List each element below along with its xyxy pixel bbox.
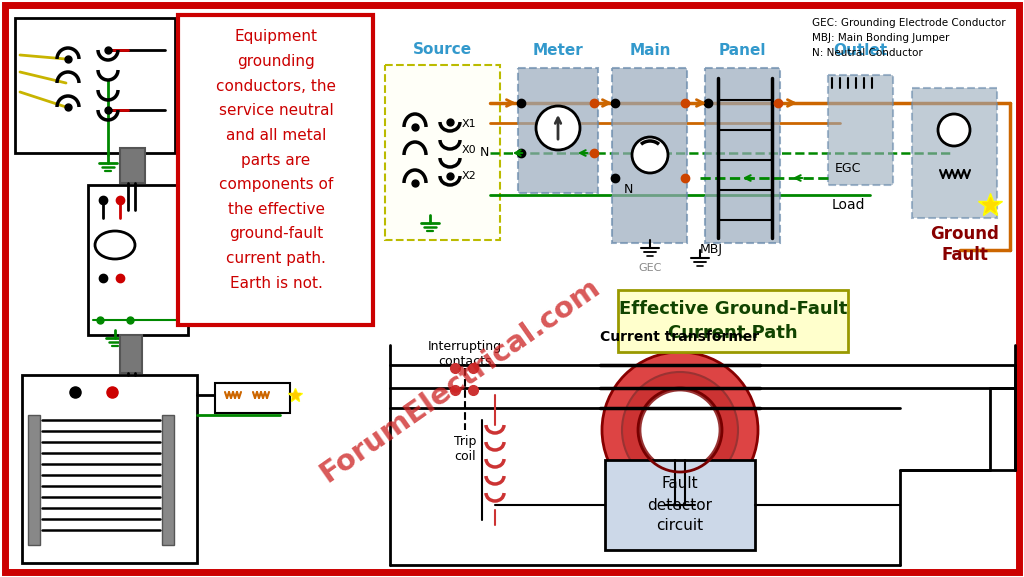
Bar (705, 68, 780, 243)
Text: Interrupting
contacts: Interrupting contacts (428, 340, 502, 368)
Bar (605, 460, 755, 550)
Text: Meter: Meter (532, 43, 584, 58)
Circle shape (622, 372, 738, 488)
Bar (828, 75, 893, 185)
Text: Main: Main (630, 43, 671, 58)
Bar (612, 68, 687, 243)
Circle shape (602, 352, 758, 508)
Bar (15, 18, 175, 153)
Circle shape (632, 137, 668, 173)
Bar (28, 415, 40, 545)
Text: Fault
detector
circuit: Fault detector circuit (647, 477, 713, 534)
Text: N: N (624, 183, 633, 196)
Text: Source: Source (413, 42, 472, 57)
Text: Equipment
grounding
conductors, the
service neutral
and all metal
parts are
comp: Equipment grounding conductors, the serv… (216, 29, 336, 290)
Text: X2: X2 (462, 171, 477, 181)
Text: Current transformer: Current transformer (600, 330, 760, 344)
Text: Load: Load (831, 198, 864, 212)
Text: GEC: GEC (638, 263, 662, 273)
Bar (618, 290, 848, 352)
Bar (912, 88, 997, 218)
Text: GEC: Grounding Electrode Conductor
MBJ: Main Bonding Jumper
N: Neutral Conductor: GEC: Grounding Electrode Conductor MBJ: … (812, 18, 1006, 58)
Bar (178, 15, 373, 325)
Circle shape (640, 390, 720, 470)
Ellipse shape (95, 231, 135, 259)
Bar (120, 335, 142, 373)
Text: Outlet: Outlet (833, 43, 887, 58)
Bar (162, 415, 174, 545)
Circle shape (536, 106, 580, 150)
Bar (385, 65, 500, 240)
Bar (518, 68, 598, 193)
Bar (88, 185, 188, 335)
Text: Effective Ground-Fault
Current Path: Effective Ground-Fault Current Path (618, 299, 847, 343)
Bar (22, 375, 197, 563)
Text: X1: X1 (462, 119, 476, 129)
Circle shape (938, 114, 970, 146)
Text: MBJ: MBJ (700, 243, 723, 256)
Text: N: N (480, 145, 489, 159)
Bar (215, 383, 290, 413)
Text: Panel: Panel (718, 43, 766, 58)
Bar (120, 148, 145, 183)
Text: X0: X0 (462, 145, 476, 155)
Text: Ground
Fault: Ground Fault (931, 225, 999, 264)
Text: EGC: EGC (835, 162, 861, 175)
Text: ForumElectrical.com: ForumElectrical.com (314, 272, 605, 488)
Text: Trip
coil: Trip coil (454, 435, 476, 463)
